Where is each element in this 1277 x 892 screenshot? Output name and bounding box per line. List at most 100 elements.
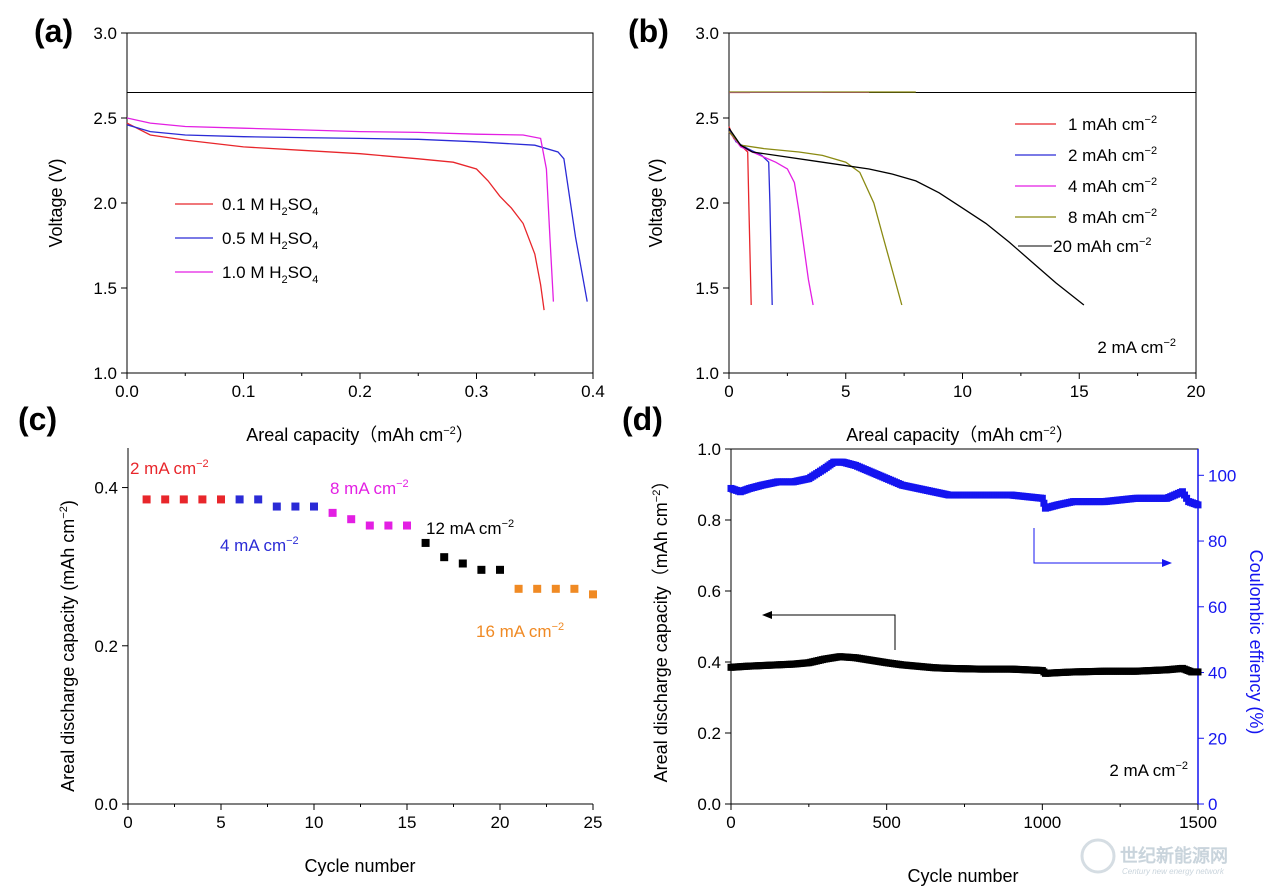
panel-c-point: [347, 515, 356, 524]
panel-a-legend: 0.1 M H2​SO4​ 0.5 M H2​SO4​ 1.0 M H2​SO4​: [175, 195, 318, 286]
panel-a-ytick-label: 3.0: [93, 24, 117, 43]
panel-d-ytick-label: 1.0: [697, 440, 721, 459]
panel-c-point: [551, 584, 560, 593]
panel-d-point: [1194, 668, 1202, 676]
panel-a-series-line-2: [126, 117, 555, 302]
panel-b-frame: [728, 32, 1197, 374]
panel-b-xtick-label: 5: [841, 382, 850, 401]
panel-a-ytick-label: 1.5: [93, 279, 117, 298]
panel-d-efficiency-arrowhead: [1162, 559, 1172, 567]
panel-d-y2tick-label: 0: [1208, 795, 1217, 814]
panel-a-ytick-label: 2.0: [93, 194, 117, 213]
panel-a-xlabel: Areal capacity（mAh cm−2​）: [246, 425, 474, 445]
panel-a-legend-entry: 0.5 M H2​SO4​: [222, 229, 318, 252]
panel-d-label: (d): [622, 401, 663, 437]
panel-b-ytick-label: 1.0: [695, 364, 719, 383]
panel-a-series-line-0: [126, 122, 545, 311]
panel-b: (b) 0 5 10 15 20 1.0 1.5 2.0 2.5 3.0 Areal capaci…: [628, 13, 1205, 445]
panel-d-point: [1194, 501, 1202, 509]
panel-d-y2tick-label: 80: [1208, 532, 1227, 551]
panel-b-xtick-label: 15: [1070, 382, 1089, 401]
panel-a-xtick-label: 0.3: [465, 382, 489, 401]
panel-d-y2tick-label: 40: [1208, 664, 1227, 683]
panel-d-capacity-arrow: [770, 614, 896, 650]
panel-b-xtick-label: 0: [724, 382, 733, 401]
panel-d-point: [1040, 499, 1048, 507]
panel-d: (d) 0 500 1000 1500 0.0 0.2 0.4 0.6 0.8 1.0 0 20 40 6…: [622, 401, 1266, 886]
panel-a-label: (a): [34, 13, 73, 49]
panel-d-xtick-label: 0: [726, 813, 735, 832]
panel-a-legend-entry: 1.0 M H2​SO4​: [222, 263, 318, 286]
panel-a-series-line-1: [126, 124, 588, 302]
panel-c-point: [514, 584, 523, 593]
panel-b-series-line-0: [728, 126, 752, 306]
panel-a-xtick-label: 0.2: [348, 382, 372, 401]
panel-a-frame: [126, 32, 594, 374]
panel-c-xtick-label: 20: [491, 813, 510, 832]
panel-c-point: [458, 559, 467, 568]
panel-d-points: [727, 458, 1202, 677]
panel-d-ytick-label: 0.0: [697, 795, 721, 814]
panel-a-ytick-label: 1.0: [93, 364, 117, 383]
panel-c-points: [142, 495, 597, 599]
panel-c-series-label: 8 mA cm−2​: [330, 478, 409, 498]
panel-b-ticks: 0 5 10 15 20 1.0 1.5 2.0 2.5 3.0: [695, 24, 1205, 401]
panel-c-point: [161, 495, 170, 504]
panel-c-point: [179, 495, 188, 504]
panel-c-point: [142, 495, 151, 504]
panel-b-xtick-label: 10: [953, 382, 972, 401]
panel-d-capacity-arrowhead: [762, 611, 772, 619]
panel-d-y2label: Coulombic effiency (%): [1246, 550, 1266, 735]
panel-c-point: [421, 538, 430, 547]
panel-c-point: [440, 553, 449, 562]
panel-d-y2tick-label: 60: [1208, 598, 1227, 617]
panel-b-ytick-label: 2.0: [695, 194, 719, 213]
panel-c-point: [384, 521, 393, 530]
panel-a-lines: [126, 92, 593, 311]
watermark: 世纪新能源网 Century new energy network: [1080, 838, 1228, 876]
panel-a-xtick-label: 0.1: [232, 382, 256, 401]
panel-c-point: [310, 502, 318, 511]
panel-b-xtick-label: 20: [1187, 382, 1206, 401]
panel-c-xlabel: Cycle number: [304, 856, 415, 876]
panel-a-ticks: 0.0 0.1 0.2 0.3 0.4 1.0 1.5 2.0 2.5 3.0: [93, 24, 604, 401]
panel-a-legend-entry: 0.1 M H2​SO4​: [222, 195, 318, 218]
panel-b-xlabel: Areal capacity（mAh cm−2​）: [846, 425, 1074, 445]
panel-b-legend: 1 mAh cm−2​ 2 mAh cm−2​ 4 mAh cm−2​ 8 mAh c…: [1015, 114, 1157, 256]
panel-c-xtick-label: 10: [305, 813, 324, 832]
panel-a-ytick-label: 2.5: [93, 109, 117, 128]
panel-d-xlabel: Cycle number: [907, 866, 1018, 886]
panel-c-series-labels: 2 mA cm−2​ 4 mA cm−2​ 8 mA cm−2​ 12 mA cm−2…: [130, 458, 564, 641]
watermark-logo-icon: [1080, 838, 1116, 874]
panel-d-y2tick-label: 100: [1208, 466, 1236, 485]
panel-d-annotation: 2 mA cm−2​: [1109, 760, 1188, 780]
panel-c-point: [328, 508, 337, 517]
panel-c-ytick-label: 0.2: [94, 637, 118, 656]
panel-a-ylabel: Voltage (V): [46, 158, 66, 247]
panel-c-point: [254, 495, 263, 504]
panel-a-xtick-label: 0.0: [115, 382, 139, 401]
panel-c-point: [198, 495, 207, 504]
panel-d-point: [1038, 494, 1046, 502]
panel-b-ylabel: Voltage (V): [646, 158, 666, 247]
panel-c-ytick-label: 0.4: [94, 479, 118, 498]
panel-d-xtick-label: 1000: [1023, 813, 1061, 832]
watermark-sub: Century new energy network: [1122, 867, 1225, 876]
panel-d-xtick-label: 500: [872, 813, 900, 832]
panel-c-point: [272, 502, 281, 511]
panel-c-ytick-label: 0.0: [94, 795, 118, 814]
panel-b-legend-entry: 20 mAh cm−2​: [1053, 236, 1152, 256]
panel-c-point: [477, 565, 486, 574]
panel-b-series-line-3: [728, 131, 903, 306]
panel-b-lines: [728, 91, 1196, 306]
panel-c-point: [291, 502, 300, 511]
panel-d-efficiency-arrow: [1033, 528, 1164, 564]
panel-a: (a) 0.0 0.1 0.2 0.3 0.4 1.0 1.5 2.0 2.5 3.0 Areal…: [34, 13, 605, 445]
panel-b-series-line-4: [728, 127, 1085, 306]
panel-d-xtick-label: 1500: [1179, 813, 1217, 832]
panel-c-point: [235, 495, 244, 504]
panel-c-point: [217, 495, 225, 504]
panel-b-annotation: 2 mA cm−2​: [1097, 337, 1176, 357]
panel-c-xtick-label: 0: [123, 813, 132, 832]
panel-d-ticks: 0 500 1000 1500 0.0 0.2 0.4 0.6 0.8 1.0 0 20 40 60 80 1…: [697, 440, 1236, 832]
